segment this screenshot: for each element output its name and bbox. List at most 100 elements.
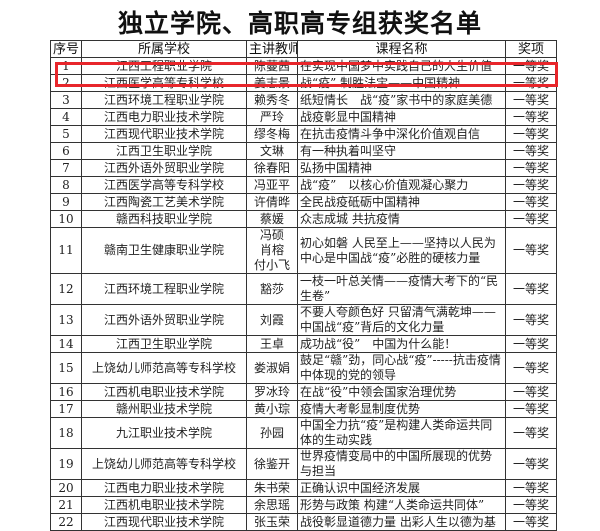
teacher-cell: 刘霞 [246,304,298,336]
teacher-cell: 徐鉴开 [246,448,298,480]
course-cell: 鼓足“赣”劲，同心战“疫”-----抗击疫情中体现的党的领导 [297,352,506,384]
table-row: 11 赣南卫生健康职业学院 冯硕 肖榕 付小飞 初心如磐 人民至上——坚持以人民为中心… [50,227,557,274]
table-row: 18 九江职业技术学院 孙园 中国全力抗“疫”是构建人类命运共同体的生动实践 一等奖 [50,417,557,449]
school-cell: 江西陶瓷工艺美术学院 [81,193,247,211]
school-cell: 江西医学高等专科学校 [81,176,247,194]
document-title: 独立学院、高职高专组获奖名单 [117,9,482,38]
award-cell: 一等奖 [505,304,557,336]
teacher-cell: 王卓 [246,335,298,353]
table-row: 5 江西现代职业技术学院 缪冬梅 在抗击疫情斗争中深化价值观自信 一等奖 [50,125,557,143]
table-row: 3 江西环境工程职业学院 赖秀冬 纸短情长 战“疫”家书中的家庭美德 一等奖 [50,91,557,109]
award-cell: 一等奖 [505,176,557,194]
school-cell: 江西现代职业技术学院 [81,513,247,531]
award-cell: 一等奖 [505,496,557,514]
school-cell: 江西环境工程职业学院 [81,91,247,109]
course-cell: 初心如磐 人民至上——坚持以人民为中心是中国战“疫”必胜的硬核力量 [297,227,506,274]
teacher-cell: 缪冬梅 [246,125,298,143]
school-cell: 江西电力职业技术学院 [81,108,247,126]
table-header: 序号 所属学校 主讲教师 课程名称 奖项 [50,40,557,58]
course-cell: 战疫彰显中国精神 [297,108,506,126]
row-number: 9 [50,193,82,211]
school-cell: 江西卫生职业学院 [81,142,247,160]
award-cell: 一等奖 [505,142,557,160]
award-cell: 一等奖 [505,91,557,109]
table-row: 15 上饶幼儿师范高等专科学校 娄淑娟 鼓足“赣”劲，同心战“疫”-----抗击疫情中… [50,352,557,384]
course-cell: 不要人夸颜色好 只留清气满乾坤——中国战“疫”背后的文化力量 [297,304,506,336]
award-cell: 一等奖 [505,335,557,353]
school-cell: 上饶幼儿师范高等专科学校 [81,448,247,480]
course-cell: 疫情大考彰显制度优势 [297,400,506,418]
teacher-cell: 陈蔓茜 [246,57,298,75]
course-cell: 弘扬中国精神 [297,159,506,177]
course-cell: 中国全力抗“疫”是构建人类命运共同体的生动实践 [297,417,506,449]
table-row: 13 江西外语外贸职业学院 刘霞 不要人夸颜色好 只留清气满乾坤——中国战“疫”背后的… [50,304,557,336]
teacher-cell: 朱书荣 [246,479,298,497]
teacher-cell: 徐春阳 [246,159,298,177]
award-cell: 一等奖 [505,57,557,75]
award-cell: 一等奖 [505,448,557,480]
row-number: 17 [50,400,82,418]
row-number: 13 [50,304,82,336]
row-number: 15 [50,352,82,384]
row-number: 14 [50,335,82,353]
award-cell: 一等奖 [505,108,557,126]
teacher-cell: 豁莎 [246,273,298,305]
awards-table: 序号 所属学校 主讲教师 课程名称 奖项 1 江西工程职业学院 陈蔓茜 在实现中国梦中… [50,40,557,531]
row-number: 20 [50,479,82,497]
row-number: 7 [50,159,82,177]
teacher-cell: 罗冰玲 [246,383,298,401]
award-cell: 一等奖 [505,227,557,274]
teacher-cell: 黄小琮 [246,400,298,418]
teacher-cell: 严玲 [246,108,298,126]
school-cell: 江西外语外贸职业学院 [81,304,247,336]
row-number: 2 [50,74,82,92]
course-cell: 战“疫” 制胜法宝——中国精神 [297,74,506,92]
course-cell: 众志成城 共抗疫情 [297,210,506,228]
course-cell: 战役彰显道德力量 出彩人生以德为基 [297,513,506,531]
course-cell: 正确认识中国经济发展 [297,479,506,497]
row-number: 16 [50,383,82,401]
award-cell: 一等奖 [505,479,557,497]
table-row: 20 江西电力职业技术学院 朱书荣 正确认识中国经济发展 一等奖 [50,479,557,497]
table-row: 7 江西外语外贸职业学院 徐春阳 弘扬中国精神 一等奖 [50,159,557,177]
course-cell: 有一种执着叫坚守 [297,142,506,160]
award-cell: 一等奖 [505,383,557,401]
school-cell: 江西卫生职业学院 [81,335,247,353]
row-number: 22 [50,513,82,531]
school-cell: 赣州职业技术学院 [81,400,247,418]
award-cell: 一等奖 [505,74,557,92]
school-cell: 江西工程职业学院 [81,57,247,75]
table-row: 14 江西卫生职业学院 王卓 成功战“役” 中国为什么能！ 一等奖 [50,335,557,353]
course-cell: 全民战疫砥砺中国精神 [297,193,506,211]
school-cell: 江西机电职业技术学院 [81,496,247,514]
teacher-cell: 文琳 [246,142,298,160]
course-cell: 在实现中国梦中实践自己的人生价值 [297,57,506,75]
school-cell: 江西医学高等专科学校 [81,74,247,92]
row-number: 5 [50,125,82,143]
course-cell: 在战“役”中领会国家治理优势 [297,383,506,401]
teacher-cell: 姜志景 [246,74,298,92]
table-row: 8 江西医学高等专科学校 冯亚平 战“疫” 以核心价值观凝心聚力 一等奖 [50,176,557,194]
table-row: 22 江西现代职业技术学院 张玉荣 战役彰显道德力量 出彩人生以德为基 一等奖 [50,513,557,531]
row-number: 8 [50,176,82,194]
row-number: 10 [50,210,82,228]
award-cell: 一等奖 [505,159,557,177]
school-cell: 赣南卫生健康职业学院 [81,227,247,274]
table-row: 1 江西工程职业学院 陈蔓茜 在实现中国梦中实践自己的人生价值 一等奖 [50,57,557,75]
school-cell: 江西电力职业技术学院 [81,479,247,497]
school-cell: 江西环境工程职业学院 [81,273,247,305]
row-number: 12 [50,273,82,305]
school-cell: 赣西科技职业学院 [81,210,247,228]
course-cell: 在抗击疫情斗争中深化价值观自信 [297,125,506,143]
row-number: 18 [50,417,82,449]
header-school: 所属学校 [81,40,247,58]
award-cell: 一等奖 [505,273,557,305]
course-cell: 形势与政策 构建“人类命运共同体” [297,496,506,514]
row-number: 19 [50,448,82,480]
table-row: 2 江西医学高等专科学校 姜志景 战“疫” 制胜法宝——中国精神 一等奖 [50,74,557,92]
row-number: 6 [50,142,82,160]
course-cell: 世界疫情变局中的中国所展现的优势与担当 [297,448,506,480]
table-row: 10 赣西科技职业学院 蔡媛 众志成城 共抗疫情 一等奖 [50,210,557,228]
teacher-cell: 娄淑娟 [246,352,298,384]
course-cell: 成功战“役” 中国为什么能！ [297,335,506,353]
